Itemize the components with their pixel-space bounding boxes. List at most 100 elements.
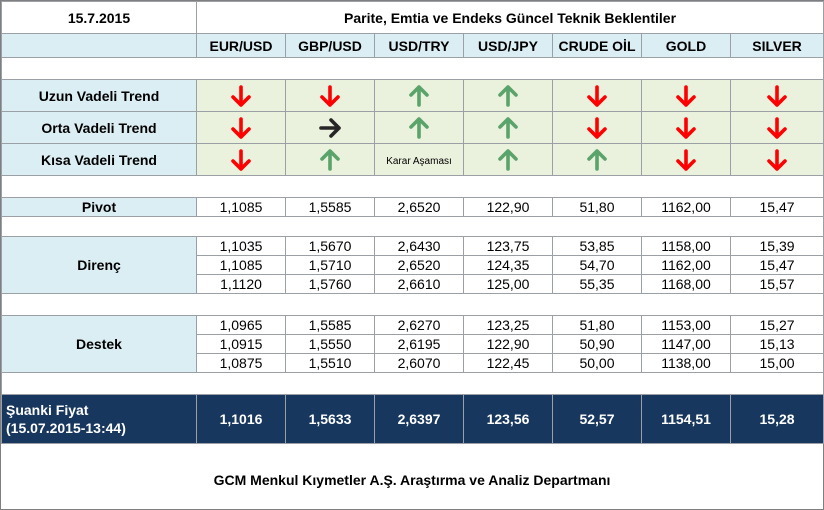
footer-department: GCM Menkul Kıymetler A.Ş. Araştırma ve A… (213, 472, 611, 488)
support-value: 2,6195 (374, 334, 464, 354)
arrow-down-icon (231, 84, 251, 107)
arrow-up-icon (498, 84, 518, 107)
column-header-crude-oil: CRUDE OİL (552, 33, 642, 58)
resistance-value: 1,1085 (196, 255, 286, 275)
support-row: Destek 1,0965 1,5585 2,6270 123,25 51,80… (1, 315, 824, 373)
arrow-up-icon (409, 116, 429, 139)
resistance-value: 1158,00 (641, 236, 731, 256)
support-value: 15,00 (729, 353, 824, 373)
trend-cell (729, 79, 824, 112)
trend-cell (641, 79, 731, 112)
arrow-down-icon (231, 116, 251, 139)
resistance-value: 1,1035 (196, 236, 286, 256)
support-value: 1153,00 (641, 315, 731, 335)
support-value: 123,25 (463, 315, 553, 335)
current-price-label: Şuanki Fiyat (15.07.2015-13:44) (1, 394, 197, 444)
arrow-down-icon (231, 148, 251, 171)
trend-label: Uzun Vadeli Trend (1, 79, 197, 112)
support-value: 1147,00 (641, 334, 731, 354)
support-value: 1,0875 (196, 353, 286, 373)
arrow-up-icon (498, 116, 518, 139)
spacer-row (0, 57, 824, 80)
support-value: 1,5550 (285, 334, 375, 354)
support-value: 50,00 (552, 353, 642, 373)
resistance-label: Direnç (1, 236, 197, 294)
trend-cell (641, 143, 731, 176)
support-row: 1,0915 1,5550 2,6195 122,90 50,90 1147,0… (2, 334, 824, 354)
trend-cell (196, 79, 286, 112)
column-header-usdjpy: USD/JPY (463, 33, 553, 58)
trend-cell (285, 111, 375, 144)
pivot-value: 15,47 (729, 197, 824, 217)
support-value: 1,5510 (285, 353, 375, 373)
current-price-value: 1154,51 (641, 394, 731, 444)
support-value: 51,80 (552, 315, 642, 335)
spacer-row (0, 372, 824, 395)
arrow-down-icon (676, 116, 696, 139)
column-header-usdtry: USD/TRY (374, 33, 464, 58)
arrow-down-icon (767, 116, 787, 139)
resistance-row: Direnç 1,1035 1,5670 2,6430 123,75 53,85… (1, 236, 824, 294)
arrow-down-icon (587, 116, 607, 139)
column-header-gold: GOLD (641, 33, 731, 58)
trend-cell (463, 143, 553, 176)
trend-cell (552, 111, 642, 144)
arrow-down-icon (676, 148, 696, 171)
resistance-value: 1,5760 (285, 274, 375, 294)
report-date: 15.7.2015 (1, 1, 197, 34)
support-value: 1138,00 (641, 353, 731, 373)
support-value: 122,45 (463, 353, 553, 373)
resistance-value: 1162,00 (641, 255, 731, 275)
pivot-value: 122,90 (463, 197, 553, 217)
current-price-value: 123,56 (463, 394, 553, 444)
resistance-value: 55,35 (552, 274, 642, 294)
resistance-value: 2,6610 (374, 274, 464, 294)
current-price-value: 52,57 (552, 394, 642, 444)
trend-row-short: Kısa Vadeli Trend Karar Aşaması (1, 143, 824, 176)
pivot-value: 1,5585 (285, 197, 375, 217)
trend-cell (729, 111, 824, 144)
resistance-value: 125,00 (463, 274, 553, 294)
arrow-up-icon (498, 148, 518, 171)
trend-cell (285, 79, 375, 112)
pivot-value: 2,6520 (374, 197, 464, 217)
trend-cell (196, 143, 286, 176)
spacer-row (0, 293, 824, 316)
trend-label: Orta Vadeli Trend (1, 111, 197, 144)
resistance-value: 2,6520 (374, 255, 464, 275)
arrow-down-icon (676, 84, 696, 107)
resistance-value: 2,6430 (374, 236, 464, 256)
resistance-value: 1168,00 (641, 274, 731, 294)
trend-cell (641, 111, 731, 144)
trend-cell (552, 79, 642, 112)
support-value: 15,27 (729, 315, 824, 335)
trend-cell (552, 143, 642, 176)
resistance-value: 124,35 (463, 255, 553, 275)
pivot-value: 1162,00 (641, 197, 731, 217)
trend-cell (374, 111, 464, 144)
trend-row-long: Uzun Vadeli Trend (1, 79, 824, 112)
resistance-value: 15,39 (729, 236, 824, 256)
support-value: 1,5585 (285, 315, 375, 335)
support-label: Destek (1, 315, 197, 373)
column-header-silver: SILVER (729, 33, 824, 58)
support-value: 2,6270 (374, 315, 464, 335)
arrow-right-icon (319, 117, 341, 138)
support-value: 1,0915 (196, 334, 286, 354)
support-row: 1,0875 1,5510 2,6070 122,45 50,00 1138,0… (2, 353, 824, 373)
resistance-value: 54,70 (552, 255, 642, 275)
trend-cell (463, 111, 553, 144)
support-value: 2,6070 (374, 353, 464, 373)
resistance-value: 1,5670 (285, 236, 375, 256)
trend-note: Karar Aşaması (374, 143, 464, 176)
resistance-value: 15,57 (729, 274, 824, 294)
column-header-eurusd: EUR/USD (196, 33, 286, 58)
arrow-up-icon (320, 148, 340, 171)
arrow-down-icon (767, 148, 787, 171)
report-title: Parite, Emtia ve Endeks Güncel Teknik Be… (195, 1, 824, 34)
pivot-value: 1,1085 (196, 197, 286, 217)
trend-note-text: Karar Aşaması (386, 155, 452, 167)
column-header-empty (1, 33, 197, 58)
current-price-value: 1,5633 (285, 394, 375, 444)
